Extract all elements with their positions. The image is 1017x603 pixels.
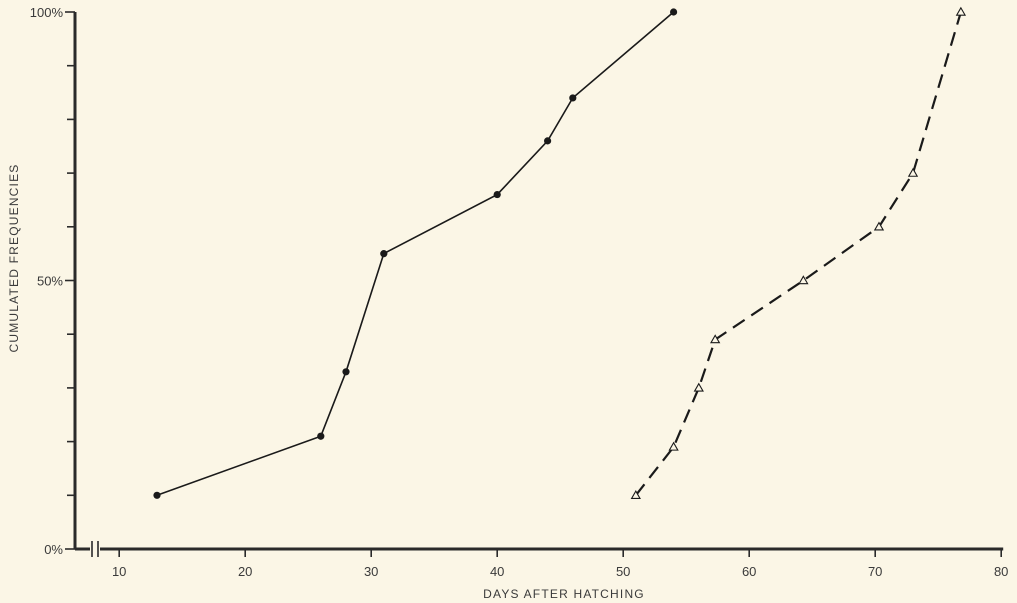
ticks: 10 20 30 40 50 60 70 80 0% 50% 100% — [30, 5, 1009, 579]
data-point — [380, 250, 388, 258]
x-tick-label: 30 — [364, 564, 378, 579]
x-tick-label: 20 — [238, 564, 252, 579]
x-tick-label: 70 — [868, 564, 882, 579]
y-tick-label: 0% — [44, 542, 63, 557]
series-line — [156, 11, 675, 497]
y-tick-label: 100% — [30, 5, 64, 20]
series-2 — [630, 6, 967, 500]
data-point — [317, 432, 325, 440]
data-point — [670, 8, 678, 16]
series-layer — [153, 6, 967, 500]
series-line — [634, 11, 962, 496]
data-point — [907, 167, 919, 177]
x-tick-label: 60 — [742, 564, 756, 579]
data-point — [569, 94, 577, 102]
y-tick-label: 50% — [37, 274, 63, 289]
data-point — [710, 334, 721, 344]
x-axis-title: DAYS AFTER HATCHING — [483, 587, 645, 601]
data-point — [873, 221, 885, 231]
x-tick-label: 10 — [112, 564, 126, 579]
data-point — [668, 441, 679, 451]
data-point — [798, 275, 809, 285]
data-point — [544, 137, 552, 145]
series-1 — [153, 8, 678, 499]
x-tick-label: 40 — [490, 564, 504, 579]
x-tick-label: 50 — [616, 564, 630, 579]
data-point — [630, 489, 641, 500]
x-tick-label: 80 — [994, 564, 1008, 579]
data-point — [493, 190, 501, 199]
data-point — [342, 368, 350, 376]
data-point — [955, 6, 967, 16]
data-point — [153, 491, 161, 499]
y-axis-title: CUMULATED FREQUENCIES — [7, 164, 21, 353]
data-point — [693, 382, 704, 392]
